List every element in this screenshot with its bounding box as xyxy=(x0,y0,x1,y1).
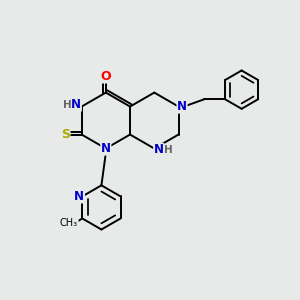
Text: N: N xyxy=(154,143,164,157)
Text: CH₃: CH₃ xyxy=(60,218,78,228)
Text: N: N xyxy=(101,142,111,155)
Text: O: O xyxy=(100,70,111,83)
Text: H: H xyxy=(164,145,172,155)
Text: N: N xyxy=(71,98,81,111)
Text: S: S xyxy=(61,128,70,141)
Text: N: N xyxy=(74,190,84,203)
Text: N: N xyxy=(177,100,187,113)
Text: H: H xyxy=(62,100,71,110)
